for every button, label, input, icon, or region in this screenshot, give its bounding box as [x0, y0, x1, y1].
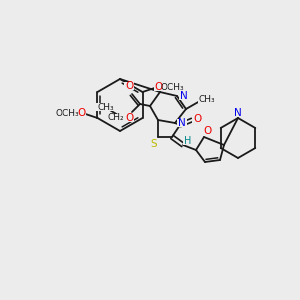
Bar [233, 109, 243, 117]
Text: OCH₃: OCH₃ [161, 82, 184, 91]
Bar [124, 82, 134, 90]
Bar [58, 109, 77, 117]
Bar [192, 115, 202, 123]
Text: N: N [180, 91, 188, 101]
Bar [198, 95, 216, 103]
Text: O: O [77, 108, 86, 118]
Text: O: O [193, 114, 201, 124]
Text: N: N [234, 108, 242, 118]
Text: CH₃: CH₃ [199, 94, 215, 103]
Bar [203, 127, 213, 135]
Bar [76, 109, 86, 117]
Text: H: H [184, 136, 192, 146]
Bar [179, 92, 189, 100]
Text: S: S [151, 139, 157, 149]
Text: O: O [154, 82, 163, 92]
Text: CH₃: CH₃ [98, 103, 114, 112]
Bar [107, 114, 125, 122]
Bar [124, 114, 134, 122]
Bar [96, 103, 116, 111]
Text: CH₂: CH₂ [108, 113, 124, 122]
Text: O: O [204, 126, 212, 136]
Bar [177, 119, 187, 127]
Bar [163, 83, 182, 91]
Text: O: O [125, 81, 133, 91]
Text: O: O [125, 113, 133, 123]
Bar [149, 140, 159, 148]
Bar [183, 137, 193, 145]
Text: OCH₃: OCH₃ [56, 109, 79, 118]
Text: N: N [178, 118, 186, 128]
Bar [154, 83, 164, 91]
